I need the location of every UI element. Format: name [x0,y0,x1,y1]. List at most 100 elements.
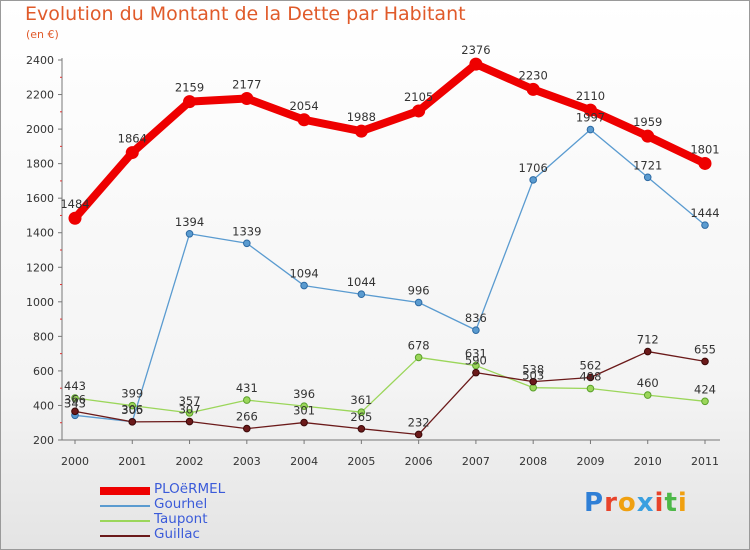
data-label: 1959 [633,115,662,129]
legend-swatch [100,520,150,522]
x-tick-label: 2010 [634,455,662,468]
data-label: 265 [350,410,372,424]
x-tick-label: 2001 [118,455,146,468]
data-point-gourhel [643,173,652,182]
data-label: 2159 [175,81,204,95]
data-label: 1801 [690,142,719,156]
data-label: 562 [579,358,601,372]
y-tick-label: 200 [33,434,54,447]
legend-swatch [100,487,150,495]
data-label: 305 [121,403,143,417]
y-tick-label: 1800 [26,158,54,171]
data-label: 498 [579,370,601,384]
data-label: 2105 [404,90,433,104]
data-label: 1484 [60,197,89,211]
data-point-gourhel [185,229,194,238]
y-tick-label: 2200 [26,89,54,102]
data-point-gourhel [586,125,595,134]
data-point-taupont [586,384,595,393]
data-point-ploërmel [526,82,540,96]
y-tick-label: 1600 [26,192,54,205]
series-line-taupont [74,356,706,414]
data-point-gourhel [357,290,366,299]
data-label: 2230 [519,68,548,82]
series-line-gourhel [74,128,706,423]
legend-swatch [100,505,150,507]
data-point-taupont [71,394,79,402]
legend-swatch [100,535,150,537]
data-label: 1706 [519,161,548,175]
chart-subtitle: (en €) [26,28,59,41]
data-point-ploërmel [698,156,712,170]
data-point-taupont [185,409,194,417]
y-tick-label: 600 [33,365,54,378]
data-label: 631 [465,347,487,361]
data-label: 2054 [289,99,318,113]
y-tick-label: 1000 [26,296,54,309]
data-label: 1864 [118,132,147,146]
x-tick-label: 2003 [233,455,261,468]
data-label: 2177 [232,78,261,92]
y-tick-label: 1400 [26,227,54,240]
data-point-ploërmel [125,146,139,160]
data-label: 503 [522,369,544,383]
data-label: 538 [522,363,544,377]
data-point-taupont [357,408,366,416]
legend-label: Taupont [154,511,208,527]
series-line-ploërmel [71,60,709,223]
legend-label: Guillac [154,526,200,542]
data-point-ploërmel [641,129,655,143]
y-tick-label: 2000 [26,123,54,136]
data-point-gourhel [701,221,709,229]
data-label: 232 [408,415,430,429]
data-label: 2376 [461,43,490,57]
x-tick-label: 2008 [519,455,547,468]
x-tick-label: 2004 [290,455,318,468]
data-point-gourhel [414,298,423,307]
data-point-taupont [300,402,308,410]
legend-label: PLOëRMEL [154,481,226,497]
data-point-gourhel [300,281,308,290]
data-point-guillac [357,424,366,433]
data-point-ploërmel [68,211,82,225]
logo-letter: t [664,488,678,518]
data-point-taupont [128,401,137,410]
data-point-guillac [300,418,308,427]
data-label: 424 [694,382,716,396]
data-label: 1988 [347,110,376,124]
x-tick-label: 2009 [576,455,604,468]
logo-letter: i [654,488,665,518]
data-label: 655 [694,342,716,356]
data-point-ploërmel [240,92,254,106]
data-label: 396 [293,387,315,401]
data-point-taupont [701,397,709,406]
data-label: 361 [350,393,372,407]
data-label: 678 [408,338,430,352]
proxiti-logo: Proxiti [584,488,688,518]
data-label: 1721 [633,158,662,172]
x-tick-label: 2005 [347,455,375,468]
legend-label: Gourhel [154,496,208,512]
data-point-guillac [472,368,480,377]
data-point-guillac [243,424,251,433]
data-label: 836 [465,311,487,325]
data-label: 357 [179,394,201,408]
data-point-taupont [643,391,652,399]
data-label: 343 [64,396,86,410]
data-point-guillac [414,430,423,439]
logo-letter: r [604,488,618,518]
data-label: 996 [408,284,430,298]
data-point-guillac [701,357,709,366]
data-point-guillac [185,417,194,426]
data-point-taupont [243,396,251,404]
data-point-ploërmel [354,124,368,138]
data-label: 1394 [175,215,204,229]
data-point-guillac [529,377,537,386]
data-point-ploërmel [412,104,426,118]
x-tick-label: 2000 [61,455,89,468]
series-line-guillac [74,350,706,436]
data-label: 1997 [576,111,605,125]
y-tick-label: 800 [33,330,54,343]
data-label: 1339 [232,224,261,238]
